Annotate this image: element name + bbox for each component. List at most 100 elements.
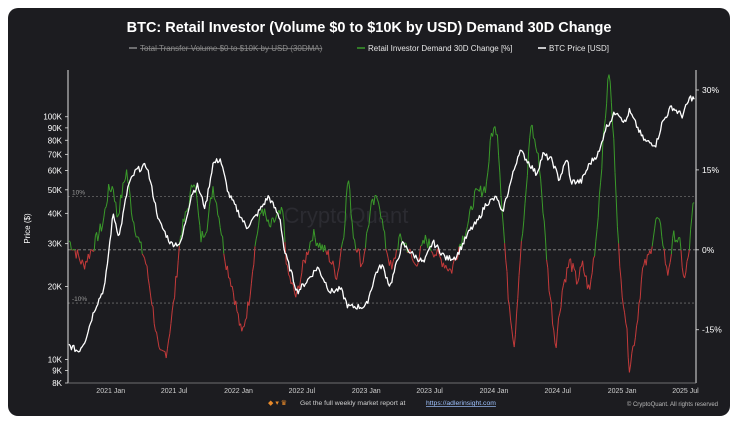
- demand-segment: [622, 305, 626, 313]
- demand-segment: [152, 306, 155, 324]
- demand-segment: [336, 272, 339, 280]
- demand-segment: [147, 278, 150, 286]
- y-tick-label: 9K: [52, 367, 62, 376]
- footer-link[interactable]: https://adlerinsight.com: [426, 400, 496, 407]
- demand-segment: [524, 189, 527, 204]
- demand-segment: [620, 278, 623, 298]
- demand-segment: [183, 211, 186, 222]
- demand-segment: [522, 220, 525, 234]
- demand-segment: [535, 147, 538, 153]
- demand-segment: [466, 220, 470, 227]
- demand-segment: [392, 257, 395, 263]
- demand-segment: [206, 218, 209, 232]
- demand-segment: [250, 271, 254, 284]
- demand-segment: [358, 251, 362, 268]
- demand-segment: [595, 229, 598, 242]
- demand-segment: [382, 228, 386, 233]
- demand-segment: [680, 249, 683, 268]
- demand-segment: [112, 190, 116, 202]
- demand-segment: [529, 126, 532, 138]
- demand-segment: [223, 253, 226, 262]
- demand-segment: [514, 313, 518, 335]
- price-series: [68, 95, 695, 353]
- demand-segment: [574, 270, 578, 285]
- demand-segment: [364, 233, 368, 248]
- footer-text: Get the full weekly market report at: [300, 400, 406, 407]
- demand-segment: [378, 202, 381, 210]
- demand-segment: [286, 265, 290, 275]
- demand-segment: [140, 241, 143, 254]
- demand-segment: [414, 263, 417, 266]
- demand-segment: [340, 241, 344, 248]
- demand-segment: [654, 219, 657, 229]
- y-tick-label: 8K: [52, 379, 62, 388]
- demand-segment: [138, 237, 141, 243]
- demand-segment: [625, 322, 628, 329]
- demand-segment: [203, 236, 205, 238]
- demand-segment: [489, 132, 492, 141]
- demand-segment: [373, 195, 376, 206]
- demand-segment: [548, 290, 551, 297]
- demand-segment: [337, 267, 340, 273]
- demand-segment: [692, 202, 695, 204]
- demand-segment: [637, 303, 640, 320]
- demand-segment: [468, 210, 471, 221]
- demand-segment: [676, 237, 680, 243]
- demand-segment: [601, 138, 604, 169]
- demand-segment: [541, 194, 544, 214]
- demand-segment: [634, 325, 638, 338]
- demand-segment: [691, 203, 694, 218]
- demand-segment: [88, 250, 92, 259]
- demand-segment: [673, 230, 676, 243]
- demand-segment: [577, 277, 580, 283]
- demand-segment: [420, 244, 423, 247]
- demand-segment: [410, 252, 413, 259]
- demand-segment: [594, 241, 597, 257]
- demand-segment: [510, 319, 513, 330]
- demand-segment: [494, 126, 497, 136]
- demand-segment: [186, 208, 189, 212]
- demand-segment: [229, 278, 232, 287]
- demand-segment: [219, 227, 222, 236]
- demand-segment: [516, 298, 519, 314]
- y-tick-label: 100K: [43, 113, 62, 122]
- demand-segment: [285, 263, 288, 266]
- demand-segment: [279, 206, 282, 215]
- demand-segment: [117, 212, 120, 216]
- demand-segment: [108, 184, 111, 191]
- demand-segment: [424, 234, 428, 242]
- demand-segment: [148, 285, 152, 296]
- demand-segment: [645, 254, 648, 266]
- demand-segment: [686, 256, 689, 262]
- demand-segment: [546, 259, 549, 269]
- demand-segment: [540, 178, 543, 196]
- demand-segment: [526, 151, 530, 176]
- demand-segment: [280, 206, 284, 212]
- demand-segment: [436, 248, 440, 253]
- demand-segment: [506, 271, 509, 300]
- demand-segment: [475, 187, 478, 190]
- demand-segment: [241, 326, 244, 332]
- demand-segment: [137, 236, 139, 238]
- demand-segment: [598, 182, 602, 195]
- demand-segment: [456, 257, 459, 261]
- demand-segment: [525, 175, 528, 190]
- demand-segment: [169, 323, 172, 334]
- demand-segment: [246, 301, 249, 319]
- demand-segment: [231, 286, 234, 293]
- demand-segment: [307, 250, 310, 256]
- demand-segment: [684, 272, 687, 279]
- demand-segment: [198, 215, 201, 226]
- y2-tick-label: 15%: [702, 165, 719, 175]
- demand-segment: [573, 268, 576, 272]
- demand-segment: [429, 247, 432, 252]
- y-tick-label: 60K: [48, 167, 63, 176]
- demand-segment: [217, 214, 220, 218]
- demand-segment: [517, 275, 520, 299]
- demand-segment: [216, 203, 219, 216]
- demand-segment: [116, 215, 119, 218]
- demand-segment: [609, 82, 612, 103]
- demand-segment: [668, 262, 671, 268]
- demand-segment: [171, 301, 174, 311]
- demand-segment: [585, 275, 588, 289]
